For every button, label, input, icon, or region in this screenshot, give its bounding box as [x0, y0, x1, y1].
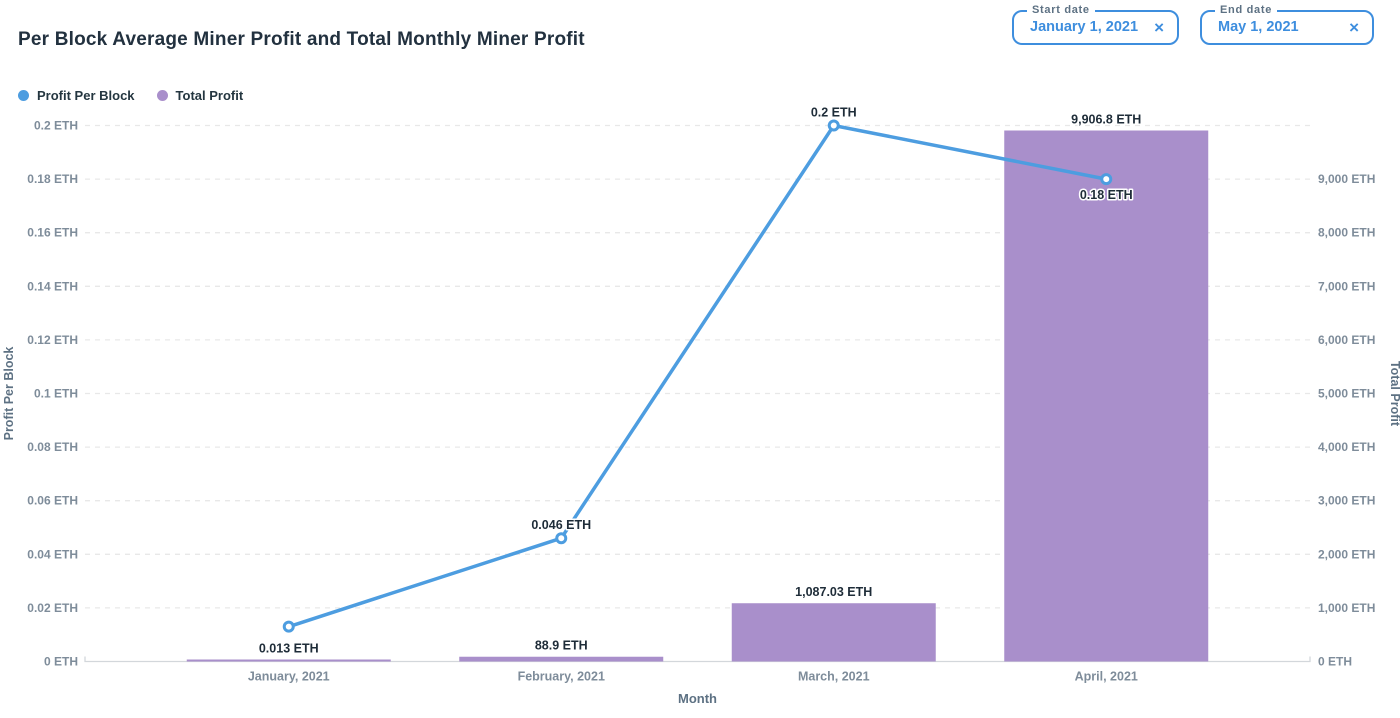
chart-legend: Profit Per Block Total Profit: [18, 88, 243, 103]
start-date-field[interactable]: Start date January 1, 2021 ×: [1012, 4, 1179, 45]
total-profit-bar[interactable]: [459, 656, 664, 662]
start-date-label: Start date: [1027, 4, 1095, 16]
point-value-label: 0.18 ETH: [1080, 188, 1133, 202]
right-axis-tick-label: 5,000 ETH: [1318, 387, 1375, 401]
profit-per-block-point[interactable]: [827, 119, 840, 132]
right-axis-tick-label: 2,000 ETH: [1318, 547, 1375, 561]
total-profit-bar[interactable]: [731, 603, 936, 662]
right-axis-tick-label: 8,000 ETH: [1318, 226, 1375, 240]
left-axis-tick-label: 0.04 ETH: [27, 547, 78, 561]
right-axis-title: Total Profit: [1388, 361, 1400, 427]
left-axis-tick-label: 0.2 ETH: [34, 119, 78, 133]
bar-value-label: 9,906.8 ETH: [1071, 112, 1141, 126]
x-axis-title: Month: [678, 691, 717, 706]
legend-label: Total Profit: [175, 88, 244, 103]
bar-value-label: 88.9 ETH: [535, 639, 588, 653]
bar-value-label: 1,087.03 ETH: [795, 585, 872, 599]
right-axis-tick-label: 3,000 ETH: [1318, 494, 1375, 508]
left-axis-tick-label: 0.02 ETH: [27, 601, 78, 615]
legend-item-total-profit[interactable]: Total Profit: [156, 88, 244, 103]
right-axis-tick-label: 1,000 ETH: [1318, 601, 1375, 615]
right-axis-tick-label: 7,000 ETH: [1318, 279, 1375, 293]
page-title: Per Block Average Miner Profit and Total…: [18, 28, 585, 50]
right-axis-tick-label: 4,000 ETH: [1318, 440, 1375, 454]
clear-end-date-icon[interactable]: ×: [1349, 18, 1359, 37]
legend-label: Profit Per Block: [37, 88, 135, 103]
left-axis-tick-label: 0.14 ETH: [27, 279, 78, 293]
left-axis-title: Profit Per Block: [2, 347, 16, 441]
profit-per-block-point[interactable]: [1100, 173, 1113, 186]
right-axis-tick-label: 6,000 ETH: [1318, 333, 1375, 347]
left-axis-tick-label: 0.18 ETH: [27, 172, 78, 186]
left-axis-tick-label: 0.16 ETH: [27, 226, 78, 240]
point-value-label: 0.046 ETH: [531, 518, 591, 532]
end-date-field[interactable]: End date May 1, 2021 ×: [1200, 4, 1374, 45]
left-axis-tick-label: 0.08 ETH: [27, 440, 78, 454]
profit-per-block-dot-icon: [18, 90, 29, 101]
x-axis-label: January, 2021: [248, 670, 330, 684]
right-axis-tick-label: 0 ETH: [1318, 655, 1352, 669]
profit-per-block-line: [287, 123, 1108, 629]
start-date-value[interactable]: January 1, 2021: [1030, 19, 1139, 35]
x-axis-label: March, 2021: [798, 670, 870, 684]
point-value-label: 0.2 ETH: [811, 106, 857, 120]
right-axis-tick-label: 9,000 ETH: [1318, 172, 1375, 186]
left-axis-tick-label: 0.06 ETH: [27, 494, 78, 508]
legend-item-profit-per-block[interactable]: Profit Per Block: [18, 88, 135, 103]
x-axis-label: February, 2021: [518, 670, 605, 684]
left-axis-tick-label: 0.1 ETH: [34, 387, 78, 401]
point-value-label: 0.013 ETH: [259, 642, 319, 656]
left-axis-tick-label: 0 ETH: [44, 655, 78, 669]
end-date-value[interactable]: May 1, 2021: [1218, 19, 1299, 35]
profit-per-block-point[interactable]: [555, 532, 568, 545]
profit-per-block-point[interactable]: [282, 620, 295, 633]
left-axis-tick-label: 0.12 ETH: [27, 333, 78, 347]
total-profit-dot-icon: [156, 90, 168, 101]
total-profit-bar[interactable]: [1004, 130, 1209, 662]
x-axis-label: April, 2021: [1075, 670, 1138, 684]
end-date-label: End date: [1215, 4, 1278, 16]
total-profit-bar[interactable]: [186, 659, 391, 662]
clear-start-date-icon[interactable]: ×: [1154, 18, 1164, 37]
x-axis-line: [84, 656, 1311, 663]
